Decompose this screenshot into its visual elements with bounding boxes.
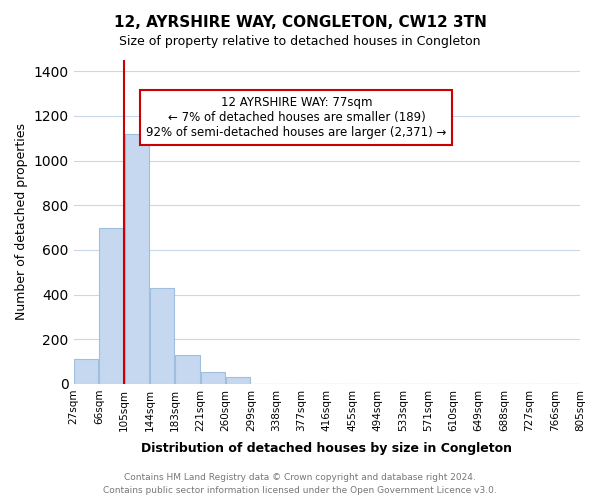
Bar — [226, 377, 250, 384]
Bar — [125, 134, 149, 384]
Bar — [100, 228, 124, 384]
Bar — [74, 360, 98, 384]
Text: Contains HM Land Registry data © Crown copyright and database right 2024.
Contai: Contains HM Land Registry data © Crown c… — [103, 474, 497, 495]
Text: Size of property relative to detached houses in Congleton: Size of property relative to detached ho… — [119, 35, 481, 48]
Bar — [201, 372, 225, 384]
Bar — [175, 355, 200, 384]
X-axis label: Distribution of detached houses by size in Congleton: Distribution of detached houses by size … — [141, 442, 512, 455]
Bar — [150, 288, 174, 384]
Text: 12 AYRSHIRE WAY: 77sqm
← 7% of detached houses are smaller (189)
92% of semi-det: 12 AYRSHIRE WAY: 77sqm ← 7% of detached … — [146, 96, 446, 138]
Text: 12, AYRSHIRE WAY, CONGLETON, CW12 3TN: 12, AYRSHIRE WAY, CONGLETON, CW12 3TN — [113, 15, 487, 30]
Y-axis label: Number of detached properties: Number of detached properties — [15, 124, 28, 320]
